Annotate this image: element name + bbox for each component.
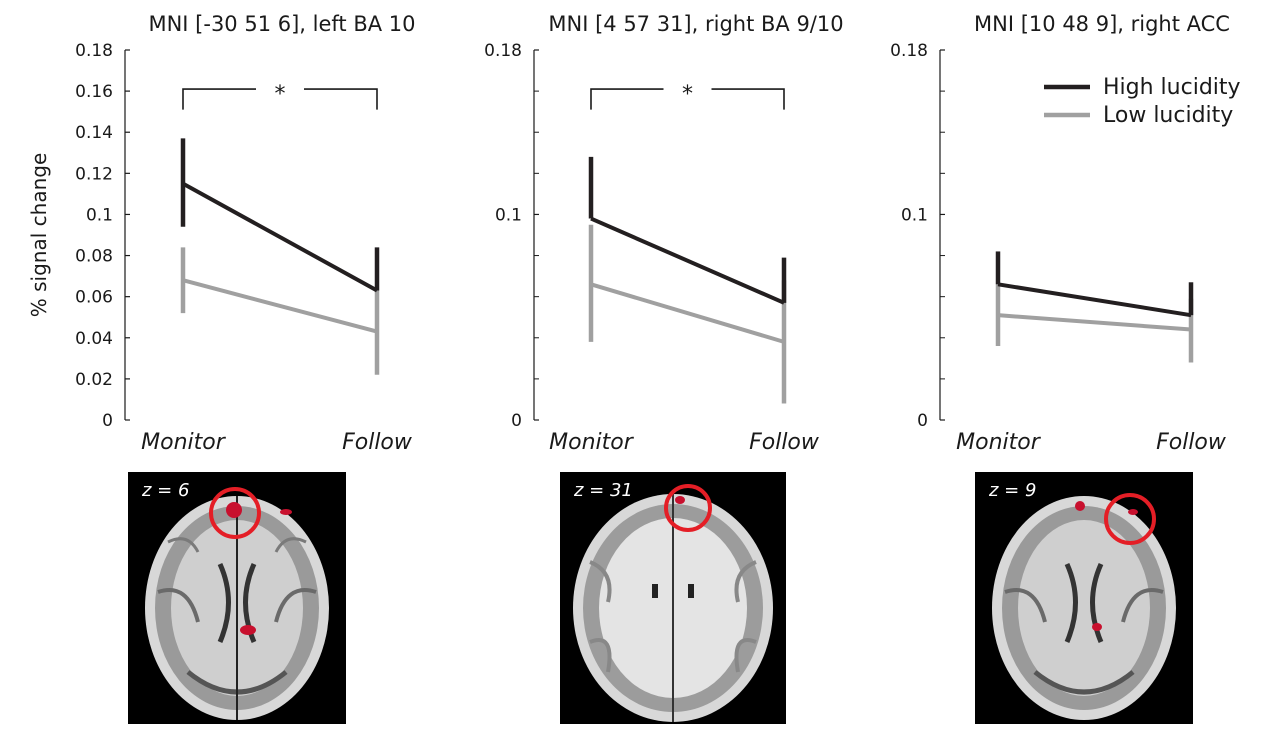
significance-bracket-right xyxy=(304,88,378,110)
series-line-low-lucidity xyxy=(590,282,785,344)
series-line-high-lucidity xyxy=(182,181,378,293)
x-tick-label: Follow xyxy=(1156,430,1227,455)
brain-image-2 xyxy=(573,484,773,722)
series-line-low-lucidity xyxy=(997,313,1192,332)
panel-title: MNI [10 48 9], right ACC xyxy=(974,12,1230,36)
x-tick-label: Monitor xyxy=(549,430,635,455)
panel-title: MNI [4 57 31], right BA 9/10 xyxy=(548,12,843,36)
y-tick-label: 0.18 xyxy=(75,41,113,61)
panel-title: MNI [-30 51 6], left BA 10 xyxy=(148,12,415,36)
significance-bracket-right xyxy=(711,88,785,110)
slice-label: z = 6 xyxy=(142,480,190,501)
significance-bracket-left xyxy=(182,88,256,110)
y-tick-label: 0.14 xyxy=(75,123,113,143)
y-tick-label: 0.1 xyxy=(901,205,928,225)
y-tick-label: 0.04 xyxy=(75,329,113,349)
y-tick-label: 0.06 xyxy=(75,288,113,308)
series-line-high-lucidity xyxy=(997,282,1192,318)
legend-label: High lucidity xyxy=(1103,75,1241,100)
brain-image-3 xyxy=(992,493,1176,720)
series-line-high-lucidity xyxy=(590,216,785,305)
series-line-low-lucidity xyxy=(182,278,378,334)
y-tick-label: 0.16 xyxy=(75,82,113,102)
y-tick-label: 0.1 xyxy=(495,205,522,225)
y-tick-label: 0.08 xyxy=(75,247,113,267)
y-tick-label: 0.1 xyxy=(86,205,113,225)
significance-star: * xyxy=(682,82,693,107)
x-tick-label: Monitor xyxy=(956,430,1042,455)
legend-label: Low lucidity xyxy=(1103,103,1233,128)
chart-figure: MNI [-30 51 6], left BA 10 0 0.02 0.04 0.06 0… xyxy=(27,12,1241,455)
brain-image-1 xyxy=(145,487,329,720)
y-tick-label: 0.12 xyxy=(75,164,113,184)
x-tick-label: Follow xyxy=(749,430,820,455)
slice-label: z = 9 xyxy=(989,480,1037,501)
significance-bracket-left xyxy=(590,88,664,110)
x-tick-label: Monitor xyxy=(141,430,227,455)
y-tick-label: 0.18 xyxy=(890,41,928,61)
y-tick-label: 0.18 xyxy=(484,41,522,61)
brain-slice-1: z = 6 xyxy=(128,472,346,724)
significance-star: * xyxy=(275,82,286,107)
y-axis-label: % signal change xyxy=(27,153,51,317)
y-tick-label: 0 xyxy=(511,411,522,431)
y-tick-label: 0 xyxy=(917,411,928,431)
brain-slice-2: z = 31 xyxy=(560,472,786,724)
y-tick-label: 0.02 xyxy=(75,370,113,390)
x-tick-label: Follow xyxy=(342,430,413,455)
slice-label: z = 31 xyxy=(574,480,633,501)
y-tick-label: 0 xyxy=(102,411,113,431)
brain-slice-3: z = 9 xyxy=(975,472,1193,724)
